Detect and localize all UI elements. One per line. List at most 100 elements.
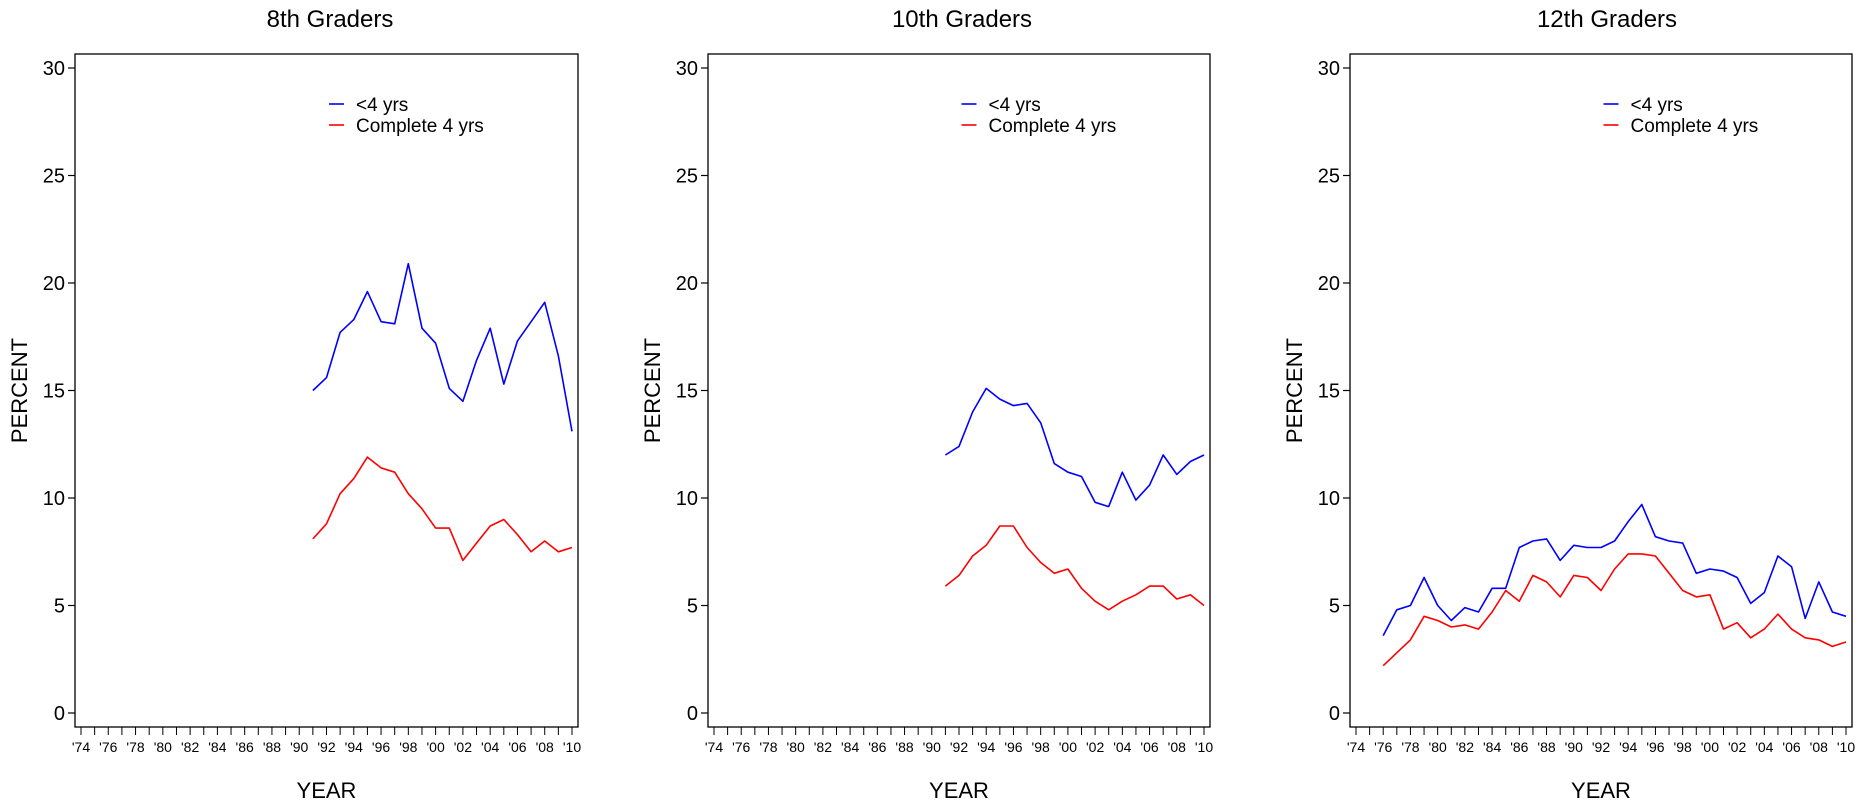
y-tick-label: 30: [1318, 58, 1340, 80]
y-tick-label: 10: [43, 488, 65, 510]
y-tick-label: 20: [1318, 273, 1340, 295]
x-tick-label: '92: [1592, 739, 1610, 755]
x-tick-label: '92: [317, 739, 335, 755]
legend-label: <4 yrs: [356, 95, 408, 116]
plot-frame: [1349, 53, 1853, 728]
legend-label: Complete 4 yrs: [356, 116, 484, 137]
x-tick-label: '02: [454, 739, 472, 755]
x-tick-label: '82: [181, 739, 199, 755]
x-tick-label: '78: [126, 739, 144, 755]
x-tick-label: '10: [563, 739, 581, 755]
y-tick-label: 0: [54, 703, 65, 725]
y-tick-label: 20: [676, 273, 698, 295]
x-tick-label: '76: [732, 739, 750, 755]
x-tick-label: '02: [1728, 739, 1746, 755]
x-tick-label: '98: [1674, 739, 1692, 755]
y-tick-label: 25: [676, 166, 698, 188]
legend-label: <4 yrs: [1631, 95, 1683, 116]
y-tick-label: 15: [43, 381, 65, 403]
y-tick-label: 10: [1318, 488, 1340, 510]
x-tick-label: '78: [1401, 739, 1419, 755]
y-tick-label: 5: [54, 596, 65, 618]
x-tick-label: '98: [1032, 739, 1050, 755]
y-tick-label: 0: [687, 703, 698, 725]
y-tick-label: 30: [676, 58, 698, 80]
x-tick-label: '08: [1810, 739, 1828, 755]
x-tick-label: '84: [1483, 739, 1501, 755]
chart-title: 12th Graders: [1537, 6, 1677, 33]
x-tick-label: '96: [1004, 739, 1022, 755]
x-axis-label: YEAR: [297, 778, 357, 803]
chart-panel-1: 8th Graders 0 5 10 15 20 25 30 '74 '76 '78 '80 '82 '8…: [7, 6, 581, 803]
plot-frame: [707, 53, 1211, 728]
x-tick-label: '86: [868, 739, 886, 755]
y-tick-label: 25: [1318, 166, 1340, 188]
chart-panel-3: 12th Graders 0 5 10 15 20 25 30 '74 '76 '78 '80 '82 '…: [1282, 6, 1855, 803]
x-tick-label: '88: [895, 739, 913, 755]
x-tick-label: '04: [1755, 739, 1773, 755]
x-tick-label: '86: [236, 739, 254, 755]
x-tick-label: '80: [1429, 739, 1447, 755]
x-axis-label: YEAR: [1571, 778, 1631, 803]
series-line-under-4-yrs: [312, 262, 573, 432]
x-tick-label: '00: [1059, 739, 1077, 755]
x-tick-label: '88: [1537, 739, 1555, 755]
x-tick-label: '04: [1113, 739, 1131, 755]
x-tick-label: '76: [1374, 739, 1392, 755]
series-line-complete-4-yrs: [944, 525, 1205, 611]
x-tick-label: '76: [99, 739, 117, 755]
x-tick-label: '82: [1456, 739, 1474, 755]
x-tick-label: '00: [426, 739, 444, 755]
x-tick-label: '78: [759, 739, 777, 755]
x-tick-label: '74: [705, 739, 723, 755]
x-tick-label: '92: [950, 739, 968, 755]
x-tick-label: '88: [263, 739, 281, 755]
y-tick-label: 0: [1329, 703, 1340, 725]
x-tick-label: '04: [481, 739, 499, 755]
x-tick-label: '06: [1782, 739, 1800, 755]
x-tick-label: '98: [399, 739, 417, 755]
y-tick-label: 5: [687, 596, 698, 618]
chart-panel-2: 10th Graders 0 5 10 15 20 25 30 '74 '76 '78 '80 '82 '…: [640, 6, 1213, 803]
y-tick-label: 15: [1318, 381, 1340, 403]
x-tick-label: '90: [1565, 739, 1583, 755]
chart-title: 8th Graders: [267, 6, 394, 33]
series-line-complete-4-yrs: [1382, 553, 1847, 667]
y-axis-label: PERCENT: [640, 338, 665, 443]
x-tick-label: '74: [72, 739, 90, 755]
x-tick-label: '08: [536, 739, 554, 755]
x-tick-label: '10: [1195, 739, 1213, 755]
x-tick-label: '00: [1701, 739, 1719, 755]
x-tick-label: '06: [1140, 739, 1158, 755]
chart-title: 10th Graders: [892, 6, 1032, 33]
y-tick-label: 5: [1329, 596, 1340, 618]
plot-frame: [74, 53, 579, 728]
x-tick-label: '10: [1837, 739, 1855, 755]
series-line-under-4-yrs: [1382, 503, 1847, 636]
y-tick-label: 25: [43, 166, 65, 188]
x-tick-label: '90: [923, 739, 941, 755]
x-tick-label: '96: [1646, 739, 1664, 755]
y-axis-label: PERCENT: [1282, 338, 1307, 443]
x-tick-label: '96: [372, 739, 390, 755]
x-tick-label: '94: [1619, 739, 1637, 755]
x-tick-label: '74: [1347, 739, 1365, 755]
y-tick-label: 10: [676, 488, 698, 510]
series-line-under-4-yrs: [944, 387, 1205, 508]
x-tick-label: '82: [814, 739, 832, 755]
x-tick-label: '94: [977, 739, 995, 755]
x-tick-label: '02: [1086, 739, 1104, 755]
x-tick-label: '84: [841, 739, 859, 755]
x-tick-label: '84: [208, 739, 226, 755]
legend-label: <4 yrs: [989, 95, 1041, 116]
y-tick-label: 30: [43, 58, 65, 80]
x-tick-label: '06: [508, 739, 526, 755]
x-tick-label: '90: [290, 739, 308, 755]
legend-label: Complete 4 yrs: [989, 116, 1117, 137]
series-line-complete-4-yrs: [312, 456, 573, 562]
y-axis-label: PERCENT: [7, 338, 32, 443]
x-tick-label: '80: [787, 739, 805, 755]
x-axis-label: YEAR: [929, 778, 989, 803]
y-tick-label: 20: [43, 273, 65, 295]
